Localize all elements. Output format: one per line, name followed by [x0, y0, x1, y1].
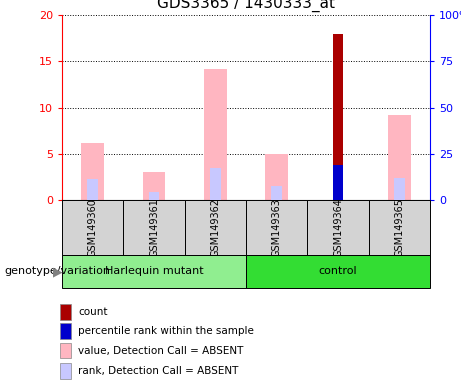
Bar — [333, 33, 343, 200]
Bar — [246, 200, 307, 255]
Text: GSM149361: GSM149361 — [149, 198, 159, 257]
Bar — [272, 186, 282, 200]
Bar — [204, 69, 227, 200]
Text: genotype/variation: genotype/variation — [5, 266, 111, 276]
Bar — [246, 255, 430, 288]
Text: count: count — [78, 307, 108, 317]
Bar — [82, 142, 104, 200]
Text: GSM149360: GSM149360 — [88, 198, 98, 257]
Bar — [87, 179, 98, 200]
Bar — [60, 363, 71, 379]
Text: GSM149364: GSM149364 — [333, 198, 343, 257]
Bar — [60, 323, 71, 339]
Text: value, Detection Call = ABSENT: value, Detection Call = ABSENT — [78, 346, 244, 356]
Bar — [266, 154, 288, 200]
Bar — [60, 343, 71, 359]
Bar — [62, 200, 124, 255]
Bar — [185, 200, 246, 255]
Text: percentile rank within the sample: percentile rank within the sample — [78, 326, 254, 336]
Bar — [333, 165, 343, 200]
Bar — [62, 255, 246, 288]
Bar — [388, 115, 411, 200]
Title: GDS3365 / 1430333_at: GDS3365 / 1430333_at — [157, 0, 335, 12]
Text: control: control — [319, 266, 357, 276]
Bar — [369, 200, 430, 255]
Text: GSM149363: GSM149363 — [272, 198, 282, 257]
Text: ▶: ▶ — [53, 265, 62, 278]
Bar — [394, 178, 405, 200]
Bar — [307, 200, 369, 255]
Text: GSM149362: GSM149362 — [210, 198, 220, 257]
Text: GSM149365: GSM149365 — [394, 198, 404, 257]
Text: rank, Detection Call = ABSENT: rank, Detection Call = ABSENT — [78, 366, 239, 376]
Text: Harlequin mutant: Harlequin mutant — [105, 266, 203, 276]
Bar — [210, 168, 221, 200]
Bar — [143, 172, 165, 200]
Bar — [148, 192, 160, 200]
Bar — [60, 304, 71, 320]
Bar — [124, 200, 185, 255]
